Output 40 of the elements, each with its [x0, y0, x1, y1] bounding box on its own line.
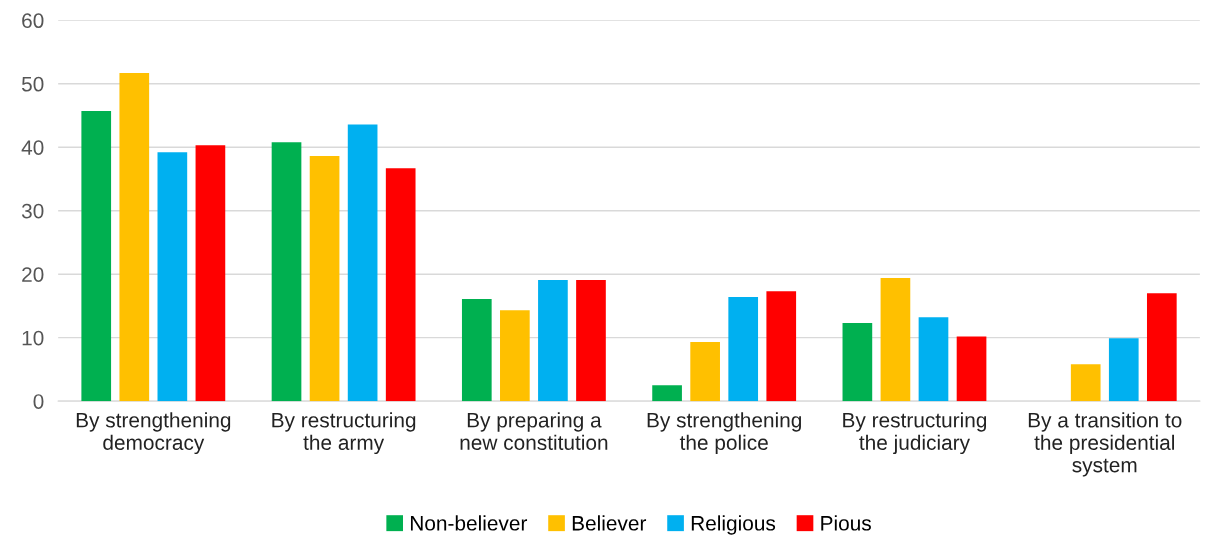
bar	[728, 297, 759, 402]
x-tick-label: By preparing a new constitution	[460, 412, 608, 450]
y-tick-label: 50	[21, 76, 44, 92]
bar	[918, 317, 949, 402]
bar	[347, 124, 378, 402]
y-tick-label: 60	[22, 13, 44, 29]
legend-label: Pious	[821, 515, 871, 531]
legend-label: Religious	[691, 515, 776, 535]
bar	[195, 145, 226, 402]
y-tick-label: 0	[33, 394, 44, 409]
x-tick-label: By restructuring the judiciary	[843, 412, 987, 455]
bar	[309, 156, 340, 402]
bar	[766, 291, 797, 402]
bar	[385, 168, 416, 402]
bar	[1108, 338, 1139, 402]
bar	[157, 152, 188, 402]
y-tick-label: 30	[21, 203, 44, 219]
x-tick-label: By strengthening the police	[647, 412, 802, 455]
bar	[690, 342, 720, 402]
x-tick-label: By strengthening democracy	[76, 412, 231, 455]
bar	[1070, 364, 1101, 402]
bar	[842, 323, 873, 402]
x-tick-label: By a transition to the presidential system	[1028, 412, 1182, 477]
bar	[461, 298, 492, 402]
bar	[956, 336, 987, 402]
bar	[271, 142, 302, 402]
bar	[500, 310, 530, 402]
y-tick-label: 20	[22, 267, 44, 282]
bar	[652, 385, 682, 402]
bar	[1146, 293, 1177, 402]
legend-label: Believer	[572, 515, 647, 531]
bar	[880, 277, 911, 402]
bar	[119, 72, 150, 402]
bar	[81, 111, 112, 402]
legend-label: Non-believer	[410, 515, 528, 531]
x-tick-label: By restructuring the army	[272, 412, 416, 455]
y-tick-label: 40	[21, 140, 44, 155]
y-tick-label: 10	[22, 330, 44, 346]
bar	[538, 279, 568, 402]
bar	[576, 279, 606, 402]
